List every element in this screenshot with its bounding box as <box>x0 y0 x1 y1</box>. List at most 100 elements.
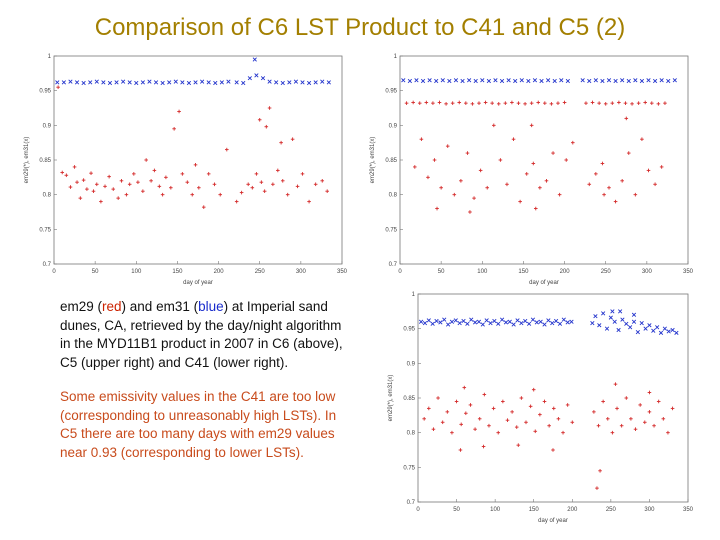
em29-point <box>505 418 510 422</box>
em31-point <box>499 317 505 322</box>
x-tick-label: 50 <box>438 269 445 275</box>
em29-point <box>197 185 201 190</box>
em29-point <box>468 210 472 214</box>
x-tick-label: 100 <box>477 269 488 275</box>
em29-point <box>571 140 575 145</box>
em29-point <box>190 192 195 197</box>
em29-point <box>454 399 459 404</box>
em31-point <box>526 321 532 326</box>
em31-point <box>620 317 625 322</box>
em29-point <box>259 180 264 184</box>
em29-point <box>551 151 555 155</box>
x-axis-label: day of year <box>183 280 213 286</box>
em31-point <box>613 78 618 84</box>
em31-point <box>639 78 645 84</box>
em29-point <box>538 185 542 190</box>
em31-point <box>513 78 518 84</box>
y-tick-label: 1 <box>412 292 416 298</box>
em31-point <box>81 80 86 86</box>
em31-point <box>590 321 595 326</box>
em31-point <box>457 321 462 326</box>
em31-point <box>486 78 491 84</box>
em29-point <box>619 423 624 428</box>
em29-point <box>91 189 96 193</box>
em29-point <box>549 102 554 106</box>
em29-point <box>646 168 651 173</box>
em31-point <box>499 78 505 84</box>
em31-point <box>422 321 428 326</box>
em29-point <box>271 182 275 187</box>
em29-point <box>659 165 664 169</box>
em31-point <box>526 78 531 84</box>
em31-point <box>553 318 559 324</box>
em31-point <box>587 78 592 84</box>
em29-point <box>437 100 442 105</box>
em29-point <box>132 172 136 176</box>
em31-point <box>173 79 178 84</box>
em29-point <box>246 182 250 187</box>
em29-point <box>605 417 610 421</box>
em29-point <box>491 406 496 411</box>
em29-point <box>417 101 422 105</box>
em29-point <box>514 425 519 429</box>
em29-point <box>432 158 437 162</box>
em31-point <box>293 79 299 84</box>
em31-point <box>674 330 679 335</box>
em31-point <box>427 78 432 83</box>
em29-point <box>647 390 652 395</box>
em29-point <box>473 427 477 431</box>
em31-point <box>496 321 501 326</box>
em29-point <box>201 205 206 209</box>
em31-point <box>267 79 272 84</box>
em31-point <box>274 80 279 85</box>
em29-point <box>94 182 99 187</box>
em31-point <box>534 320 539 325</box>
em31-point <box>662 326 667 331</box>
y-axis-label: em29(*), em31(x) <box>388 375 394 422</box>
x-tick-label: 100 <box>131 269 142 275</box>
em29-point <box>264 124 269 129</box>
em29-point <box>234 199 239 204</box>
em29-point <box>450 430 454 435</box>
em31-point <box>652 78 658 84</box>
em31-point <box>655 325 660 330</box>
y-tick-label: 1 <box>394 54 398 60</box>
em29-point <box>445 144 450 148</box>
em31-point <box>440 78 445 83</box>
em31-point <box>480 78 485 83</box>
em31-point <box>626 78 631 84</box>
em29-point <box>505 182 509 187</box>
em31-point <box>476 319 482 324</box>
em29-point <box>439 185 443 190</box>
y-tick-label: 0.95 <box>403 327 415 333</box>
em29-point <box>633 192 638 197</box>
em31-point <box>658 330 664 335</box>
em29-point <box>206 172 211 176</box>
em29-point <box>501 399 505 404</box>
em31-point <box>101 80 106 85</box>
em31-point <box>199 79 205 84</box>
em29-point <box>547 423 551 428</box>
em31-point <box>147 79 152 84</box>
x-tick-label: 300 <box>642 269 653 275</box>
em31-point <box>608 315 613 320</box>
em29-point <box>276 168 280 173</box>
em31-point <box>473 78 478 84</box>
em29-point <box>596 423 601 428</box>
x-tick-label: 350 <box>683 269 694 275</box>
em31-point <box>234 80 239 85</box>
em31-point <box>320 79 325 84</box>
em31-point <box>666 329 671 334</box>
em29-point <box>470 102 475 106</box>
em29-point <box>649 101 654 105</box>
y-tick-label: 0.75 <box>39 227 51 233</box>
em29-point <box>218 192 223 197</box>
em31-point <box>606 78 612 83</box>
x-tick-label: 0 <box>398 269 402 275</box>
em29-point <box>602 192 606 197</box>
em29-point <box>557 192 562 197</box>
y-tick-label: 0.9 <box>389 123 398 129</box>
em29-point <box>157 184 162 189</box>
em31-point <box>628 325 633 330</box>
em31-point <box>74 80 80 85</box>
